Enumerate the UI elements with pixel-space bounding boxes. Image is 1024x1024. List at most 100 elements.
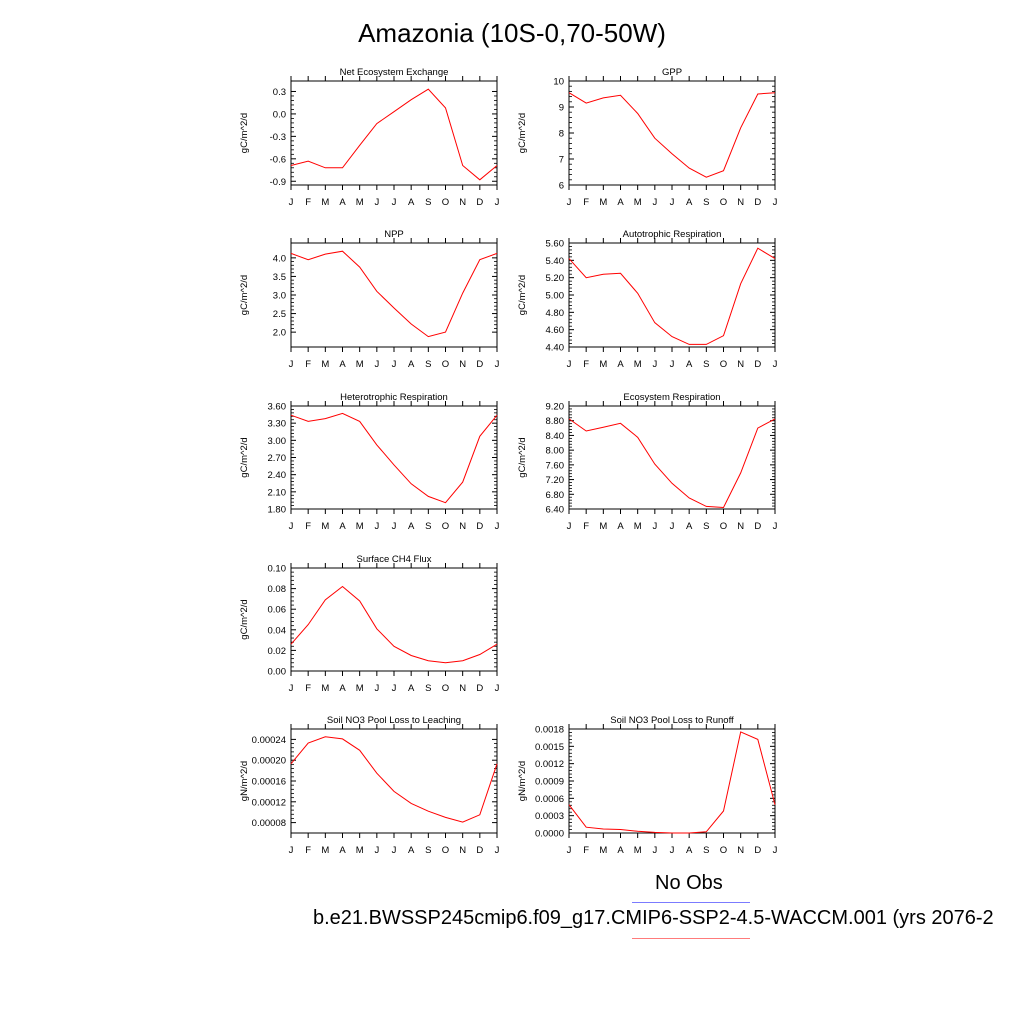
panel-2-xtick-label: D: [754, 197, 761, 208]
panel-7-ytick-label: 0.02: [268, 646, 287, 657]
panel-9-ytick-label: 0.0009: [535, 777, 564, 788]
panel-5-xtick-label: J: [495, 521, 500, 532]
panel-3-xtick-label: J: [495, 359, 500, 370]
panel-8-series-line: [290, 736, 498, 823]
panel-6-xtick-label: M: [634, 521, 642, 532]
panel-5-ytick-label: 2.40: [268, 470, 287, 481]
panel-7-ytick-label: 0.10: [268, 564, 287, 575]
panel-4-xtick-label: M: [634, 359, 642, 370]
panel-3-ylabel: gC/m^2/d: [239, 275, 250, 315]
panel-1-xtick-label: J: [495, 197, 500, 208]
panel-6-xtick-label: A: [686, 521, 693, 532]
panel-5-xtick-label: S: [425, 521, 431, 532]
panel-4-ytick-label: 4.80: [546, 308, 565, 319]
panel-7-xtick-label: A: [408, 683, 415, 694]
panel-4-frame: [568, 242, 776, 348]
panel-3-ytick-label: 2.0: [273, 328, 286, 339]
panel-6-frame: [568, 405, 776, 510]
panel-1-xtick-label: O: [442, 197, 449, 208]
panel-2-xtick-label: J: [652, 197, 657, 208]
panel-9-xtick-label: A: [686, 845, 693, 856]
panel-8-xtick-label: N: [459, 845, 466, 856]
panel-2-ytick-label: 8: [559, 129, 564, 140]
panel-9-xtick-label: M: [599, 845, 607, 856]
panel-5-ytick-label: 1.80: [268, 505, 287, 516]
panel-6-ytick-label: 7.20: [546, 475, 565, 486]
panel-4-xtick-label: D: [754, 359, 761, 370]
panel-1-xtick-label: A: [408, 197, 415, 208]
panel-9-frame: [568, 728, 776, 834]
panel-5-xtick-label: D: [476, 521, 483, 532]
panel-8-xtick-label: A: [339, 845, 346, 856]
legend-obs-label: No Obs: [655, 872, 723, 894]
panel-6-ytick-label: 7.60: [546, 460, 565, 471]
panel-4-ytick-label: 5.20: [546, 273, 565, 284]
panel-5-xtick-label: M: [356, 521, 364, 532]
panel-1-frame: [290, 80, 498, 186]
panel-9-ylabel: gN/m^2/d: [517, 761, 528, 801]
panel-3-ytick-label: 3.0: [273, 291, 286, 302]
panel-1-xtick-label: F: [305, 197, 311, 208]
panel-2-xtick-label: F: [583, 197, 589, 208]
panel-8-xtick-label: J: [289, 845, 294, 856]
panel-8-title: Soil NO3 Pool Loss to Leaching: [327, 715, 461, 726]
panel-7-series-line: [290, 585, 498, 664]
panel-2-xtick-label: M: [599, 197, 607, 208]
panel-4-xtick-label: J: [670, 359, 675, 370]
panel-2-ytick-label: 10: [553, 77, 564, 88]
panel-6-xtick-label: J: [670, 521, 675, 532]
panel-6-xtick-label: O: [720, 521, 727, 532]
panel-5-ytick-label: 2.10: [268, 487, 287, 498]
panel-1-xtick-label: M: [356, 197, 364, 208]
panel-5-frame: [290, 405, 498, 510]
panel-1-ytick-label: 0.3: [273, 87, 286, 98]
panel-3-xtick-label: D: [476, 359, 483, 370]
panel-6-xtick-label: F: [583, 521, 589, 532]
panel-9-ytick-label: 0.0015: [535, 742, 564, 753]
panel-7-ytick-label: 0.04: [268, 625, 287, 636]
panel-1-xtick-label: S: [425, 197, 431, 208]
panel-4-ytick-label: 4.60: [546, 325, 565, 336]
panel-3-xtick-label: M: [356, 359, 364, 370]
panel-8-xtick-label: F: [305, 845, 311, 856]
panel-9-xtick-label: J: [652, 845, 657, 856]
panel-6-ytick-label: 9.20: [546, 402, 565, 413]
panel-7-xtick-label: N: [459, 683, 466, 694]
panel-2-ytick-label: 7: [559, 155, 564, 166]
panel-9-xtick-label: N: [737, 845, 744, 856]
panel-2-xtick-label: M: [634, 197, 642, 208]
panel-4-xtick-label: N: [737, 359, 744, 370]
panel-5-ytick-label: 3.00: [268, 436, 287, 447]
panel-5-xtick-label: O: [442, 521, 449, 532]
panel-4-ytick-label: 4.40: [546, 343, 565, 354]
panel-6-xtick-label: A: [617, 521, 624, 532]
panel-7-frame: [290, 567, 498, 672]
panel-8-ytick-label: 0.00008: [252, 818, 286, 829]
panel-8-xtick-label: M: [356, 845, 364, 856]
panel-5-xtick-label: J: [289, 521, 294, 532]
panel-1-xtick-label: J: [392, 197, 397, 208]
panel-2-xtick-label: O: [720, 197, 727, 208]
panel-1-title: Net Ecosystem Exchange: [340, 67, 449, 78]
panel-4-xtick-label: J: [567, 359, 572, 370]
panel-2-title: GPP: [662, 67, 682, 78]
panel-6-series-line: [568, 418, 776, 509]
panel-5-xtick-label: J: [374, 521, 379, 532]
panel-7-xtick-label: A: [339, 683, 346, 694]
panel-4-series-line: [568, 247, 776, 345]
panel-6-xtick-label: J: [773, 521, 778, 532]
panel-9-ytick-label: 0.0003: [535, 811, 564, 822]
legend-obs-line: [632, 902, 750, 903]
panel-3-xtick-label: J: [289, 359, 294, 370]
panel-6-xtick-label: D: [754, 521, 761, 532]
panel-2-xtick-label: J: [773, 197, 778, 208]
panel-3-xtick-label: F: [305, 359, 311, 370]
panel-3-title: NPP: [384, 229, 404, 240]
panel-5-title: Heterotrophic Respiration: [340, 392, 448, 403]
panel-2-xtick-label: N: [737, 197, 744, 208]
panel-9-xtick-label: J: [773, 845, 778, 856]
panel-7-xtick-label: J: [374, 683, 379, 694]
panel-1-xtick-label: M: [321, 197, 329, 208]
panel-6-ytick-label: 8.80: [546, 416, 565, 427]
panel-4-xtick-label: J: [652, 359, 657, 370]
